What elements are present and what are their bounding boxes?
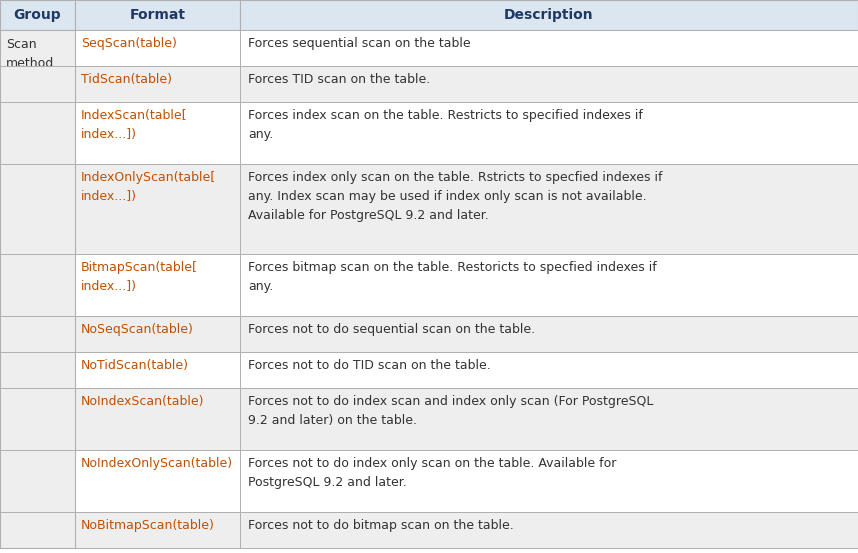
Text: IndexOnlyScan(table[
index...]): IndexOnlyScan(table[ index...]) — [81, 171, 216, 203]
Bar — [75, 0, 240, 30]
Text: Forces not to do sequential scan on the table.: Forces not to do sequential scan on the … — [248, 323, 535, 336]
Bar — [0, 512, 75, 548]
Bar — [75, 254, 240, 316]
Bar — [0, 30, 75, 66]
Text: Format: Format — [130, 8, 185, 22]
Bar — [0, 30, 75, 548]
Bar — [240, 0, 858, 30]
Bar — [75, 450, 240, 512]
Bar — [0, 352, 75, 388]
Bar — [240, 388, 858, 450]
Text: Forces not to do index only scan on the table. Available for
PostgreSQL 9.2 and : Forces not to do index only scan on the … — [248, 457, 616, 489]
Text: NoSeqScan(table): NoSeqScan(table) — [81, 323, 194, 336]
Bar — [240, 66, 858, 102]
Bar — [75, 102, 240, 164]
Bar — [75, 316, 240, 352]
Text: NoIndexScan(table): NoIndexScan(table) — [81, 395, 204, 408]
Bar — [240, 352, 858, 388]
Bar — [75, 66, 240, 102]
Text: Forces sequential scan on the table: Forces sequential scan on the table — [248, 37, 471, 50]
Bar — [75, 164, 240, 254]
Text: Forces index scan on the table. Restricts to specified indexes if
any.: Forces index scan on the table. Restrict… — [248, 109, 643, 141]
Bar — [240, 512, 858, 548]
Text: NoIndexOnlyScan(table): NoIndexOnlyScan(table) — [81, 457, 233, 470]
Bar — [240, 164, 858, 254]
Text: NoBitmapScan(table): NoBitmapScan(table) — [81, 519, 214, 532]
Bar — [75, 512, 240, 548]
Bar — [0, 102, 75, 164]
Bar — [0, 0, 75, 30]
Text: SeqScan(table): SeqScan(table) — [81, 37, 177, 50]
Bar — [240, 316, 858, 352]
Text: Forces bitmap scan on the table. Restoricts to specfied indexes if
any.: Forces bitmap scan on the table. Restori… — [248, 261, 656, 293]
Text: IndexScan(table[
index...]): IndexScan(table[ index...]) — [81, 109, 188, 141]
Bar — [0, 164, 75, 254]
Text: NoTidScan(table): NoTidScan(table) — [81, 359, 189, 372]
Bar — [0, 254, 75, 316]
Text: Forces not to do TID scan on the table.: Forces not to do TID scan on the table. — [248, 359, 491, 372]
Text: Description: Description — [505, 8, 594, 22]
Bar — [0, 316, 75, 352]
Bar — [0, 66, 75, 102]
Bar — [75, 388, 240, 450]
Text: BitmapScan(table[
index...]): BitmapScan(table[ index...]) — [81, 261, 198, 293]
Text: Forces TID scan on the table.: Forces TID scan on the table. — [248, 73, 430, 86]
Bar — [240, 254, 858, 316]
Text: TidScan(table): TidScan(table) — [81, 73, 172, 86]
Text: Forces not to do bitmap scan on the table.: Forces not to do bitmap scan on the tabl… — [248, 519, 514, 532]
Bar — [0, 388, 75, 450]
Bar — [240, 450, 858, 512]
Bar — [240, 30, 858, 66]
Bar — [75, 352, 240, 388]
Bar — [75, 30, 240, 66]
Text: Forces index only scan on the table. Rstricts to specfied indexes if
any. Index : Forces index only scan on the table. Rst… — [248, 171, 662, 222]
Bar — [0, 450, 75, 512]
Text: Group: Group — [14, 8, 61, 22]
Bar — [240, 102, 858, 164]
Text: Scan
method: Scan method — [6, 38, 54, 70]
Text: Forces not to do index scan and index only scan (For PostgreSQL
9.2 and later) o: Forces not to do index scan and index on… — [248, 395, 654, 427]
